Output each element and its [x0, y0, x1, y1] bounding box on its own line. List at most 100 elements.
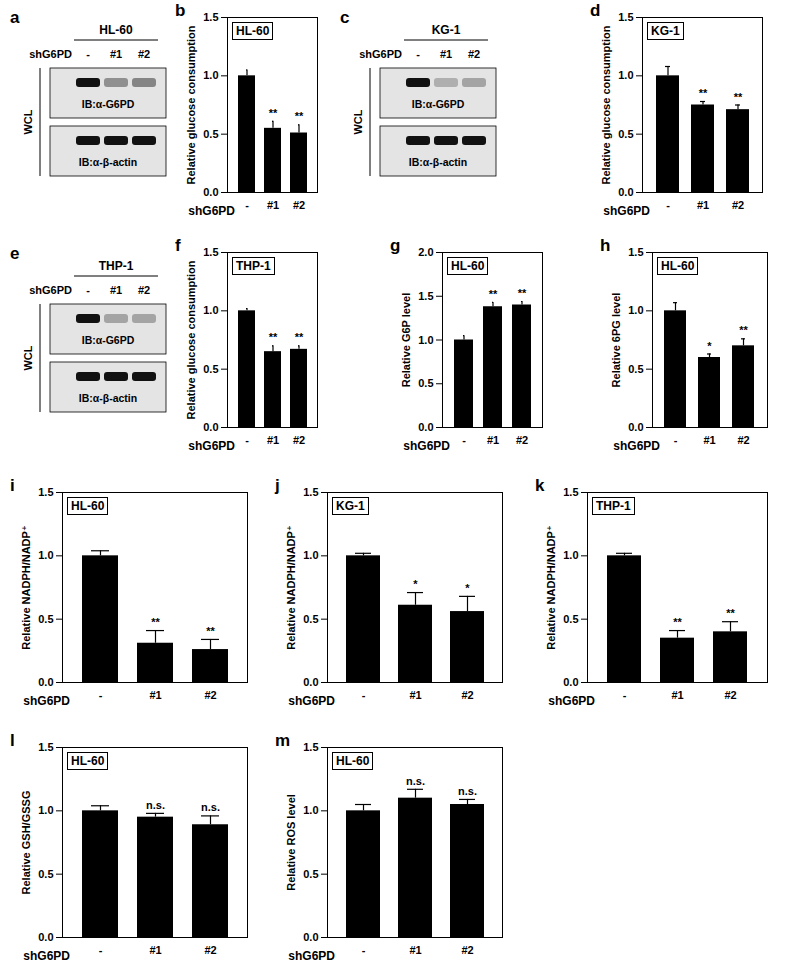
svg-text:1.5: 1.5 [203, 11, 218, 23]
svg-text:#1: #1 [110, 284, 122, 296]
svg-text:0.0: 0.0 [618, 186, 633, 198]
svg-text:HL-60: HL-60 [99, 23, 133, 37]
svg-text:Relative glucose consumption: Relative glucose consumption [185, 25, 197, 184]
svg-text:0.0: 0.0 [203, 186, 218, 198]
svg-text:0.0: 0.0 [38, 931, 53, 943]
svg-text:Relative glucose consumption: Relative glucose consumption [600, 25, 612, 184]
svg-text:IB:α-β-actin: IB:α-β-actin [409, 156, 467, 168]
svg-text:0.0: 0.0 [563, 676, 578, 688]
svg-text:#2: #2 [138, 48, 150, 60]
svg-text:-: - [362, 944, 366, 956]
svg-text:**: ** [269, 107, 278, 119]
svg-text:IB:α-G6PD: IB:α-G6PD [412, 98, 465, 110]
svg-text:0.5: 0.5 [38, 613, 53, 625]
svg-text:1.5: 1.5 [418, 290, 433, 302]
svg-text:WCL: WCL [22, 345, 34, 370]
svg-text:IB:α-β-actin: IB:α-β-actin [79, 392, 137, 404]
svg-text:1.5: 1.5 [563, 486, 578, 498]
svg-text:1.0: 1.0 [418, 334, 433, 346]
svg-text:**: ** [489, 288, 498, 300]
svg-text:1.5: 1.5 [303, 741, 318, 753]
svg-text:WCL: WCL [22, 109, 34, 134]
svg-text:1.5: 1.5 [203, 246, 218, 258]
svg-text:Relative G6P level: Relative G6P level [400, 293, 412, 388]
svg-text:**: ** [295, 331, 304, 343]
svg-text:0.5: 0.5 [618, 128, 633, 140]
svg-text:2.0: 2.0 [418, 246, 433, 258]
svg-text:**: ** [734, 91, 743, 103]
svg-text:1.5: 1.5 [38, 486, 53, 498]
svg-text:#2: #2 [293, 199, 305, 211]
svg-text:-: - [86, 48, 90, 60]
svg-text:0.5: 0.5 [203, 363, 218, 375]
svg-text:0.5: 0.5 [303, 613, 318, 625]
svg-text:#1: #1 [440, 48, 452, 60]
svg-text:Relative GSH/GSSG: Relative GSH/GSSG [20, 791, 32, 895]
svg-text:Relative 6PG level: Relative 6PG level [610, 293, 622, 388]
svg-text:-: - [623, 689, 627, 701]
svg-text:0.5: 0.5 [418, 377, 433, 389]
svg-text:0.0: 0.0 [303, 676, 318, 688]
svg-text:#2: #2 [204, 689, 216, 701]
svg-text:#1: #1 [110, 48, 122, 60]
svg-text:THP-1: THP-1 [99, 259, 134, 273]
svg-text:**: ** [739, 324, 748, 336]
svg-text:#2: #2 [138, 284, 150, 296]
svg-text:0.0: 0.0 [203, 421, 218, 433]
svg-text:-: - [666, 199, 670, 211]
svg-text:shG6PD: shG6PD [359, 48, 402, 60]
svg-text:#1: #1 [697, 199, 709, 211]
svg-text:0.0: 0.0 [303, 931, 318, 943]
svg-text:**: ** [673, 616, 682, 628]
svg-text:1.0: 1.0 [303, 804, 318, 816]
svg-text:-: - [245, 199, 249, 211]
svg-text:#1: #1 [409, 944, 421, 956]
svg-text:#1: #1 [149, 689, 161, 701]
svg-text:**: ** [206, 625, 215, 637]
svg-text:IB:α-G6PD: IB:α-G6PD [82, 98, 135, 110]
svg-text:Relative NADPH/NADP⁺: Relative NADPH/NADP⁺ [285, 525, 297, 650]
svg-text:**: ** [151, 616, 160, 628]
svg-text:**: ** [726, 607, 735, 619]
svg-text:#2: #2 [737, 434, 749, 446]
svg-text:n.s.: n.s. [146, 799, 165, 811]
svg-text:IB:α-β-actin: IB:α-β-actin [79, 156, 137, 168]
svg-text:-: - [245, 434, 249, 446]
svg-text:#1: #1 [671, 689, 683, 701]
svg-text:*: * [413, 578, 418, 590]
svg-text:KG-1: KG-1 [432, 23, 461, 37]
svg-text:-: - [99, 689, 103, 701]
svg-text:#1: #1 [487, 434, 499, 446]
svg-text:1.0: 1.0 [628, 304, 643, 316]
svg-text:**: ** [699, 87, 708, 99]
svg-text:0.5: 0.5 [563, 613, 578, 625]
svg-text:**: ** [295, 110, 304, 122]
svg-text:shG6PD: shG6PD [29, 48, 72, 60]
svg-text:**: ** [518, 287, 527, 299]
svg-text:n.s.: n.s. [458, 785, 477, 797]
svg-text:#2: #2 [293, 434, 305, 446]
svg-text:1.0: 1.0 [303, 549, 318, 561]
svg-text:0.0: 0.0 [38, 676, 53, 688]
svg-text:1.5: 1.5 [38, 741, 53, 753]
svg-text:IB:α-G6PD: IB:α-G6PD [82, 334, 135, 346]
svg-text:#1: #1 [703, 434, 715, 446]
svg-text:1.0: 1.0 [38, 549, 53, 561]
svg-text:0.0: 0.0 [628, 421, 643, 433]
svg-text:-: - [416, 48, 420, 60]
svg-text:#1: #1 [267, 434, 279, 446]
svg-text:#1: #1 [149, 944, 161, 956]
svg-text:-: - [462, 434, 466, 446]
svg-text:#1: #1 [267, 199, 279, 211]
svg-text:n.s.: n.s. [201, 801, 220, 813]
svg-text:Relative NADPH/NADP⁺: Relative NADPH/NADP⁺ [545, 525, 557, 650]
svg-text:1.5: 1.5 [628, 246, 643, 258]
svg-text:#2: #2 [468, 48, 480, 60]
svg-text:#2: #2 [461, 689, 473, 701]
svg-text:#1: #1 [409, 689, 421, 701]
svg-text:0.5: 0.5 [38, 868, 53, 880]
svg-text:1.0: 1.0 [203, 304, 218, 316]
svg-text:0.5: 0.5 [303, 868, 318, 880]
svg-text:0.5: 0.5 [628, 363, 643, 375]
svg-text:n.s.: n.s. [406, 775, 425, 787]
